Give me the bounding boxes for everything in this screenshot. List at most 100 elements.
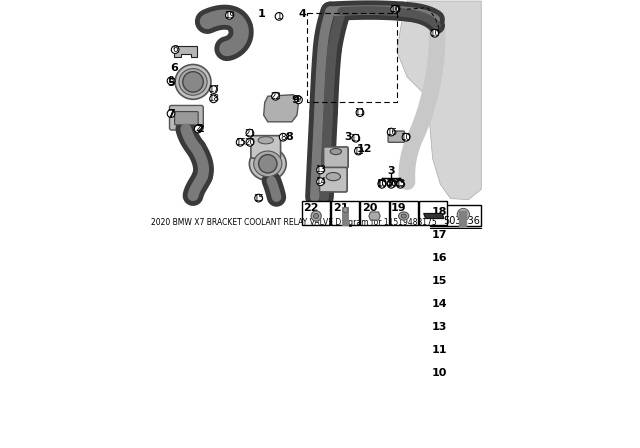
Circle shape <box>378 181 386 188</box>
Circle shape <box>279 134 287 141</box>
Circle shape <box>210 86 218 94</box>
Circle shape <box>225 12 233 19</box>
Circle shape <box>311 211 321 221</box>
Text: 1: 1 <box>276 12 282 21</box>
Text: 10: 10 <box>390 5 401 14</box>
Text: 17: 17 <box>208 85 219 94</box>
Text: 5: 5 <box>168 78 175 88</box>
Text: 2: 2 <box>195 125 201 134</box>
Text: 20: 20 <box>362 202 378 213</box>
Polygon shape <box>424 213 444 219</box>
Text: 10: 10 <box>429 29 440 38</box>
Text: 10: 10 <box>376 179 387 188</box>
Circle shape <box>356 109 364 116</box>
Text: 15: 15 <box>235 138 246 147</box>
Circle shape <box>172 46 179 53</box>
Circle shape <box>457 208 470 221</box>
Circle shape <box>397 181 404 188</box>
Text: 8: 8 <box>285 132 293 142</box>
Text: 4: 4 <box>298 9 307 19</box>
Text: 10: 10 <box>431 368 447 378</box>
Text: 6: 6 <box>172 45 178 54</box>
Ellipse shape <box>258 137 273 144</box>
Circle shape <box>387 128 395 136</box>
Ellipse shape <box>399 212 409 220</box>
Ellipse shape <box>253 151 282 177</box>
Text: 15: 15 <box>253 194 264 202</box>
Circle shape <box>355 147 362 155</box>
Text: 14: 14 <box>431 299 447 309</box>
Text: 16: 16 <box>431 253 447 263</box>
Circle shape <box>402 134 410 141</box>
Circle shape <box>317 178 324 185</box>
Ellipse shape <box>179 69 207 95</box>
Circle shape <box>259 155 277 173</box>
Circle shape <box>195 125 202 133</box>
Bar <box>458 304 469 314</box>
Text: 12: 12 <box>357 144 372 155</box>
Text: 19: 19 <box>391 202 407 213</box>
Circle shape <box>352 134 360 142</box>
Text: 7: 7 <box>168 109 174 118</box>
Text: 10: 10 <box>376 180 387 189</box>
Text: 17: 17 <box>431 230 447 240</box>
Circle shape <box>183 72 204 92</box>
Text: 13: 13 <box>431 322 447 332</box>
Text: 12: 12 <box>353 146 364 155</box>
Circle shape <box>275 13 283 20</box>
Bar <box>360 201 388 225</box>
Text: 7: 7 <box>168 109 175 119</box>
Bar <box>467 351 472 359</box>
Circle shape <box>343 207 348 212</box>
Text: 21: 21 <box>333 202 348 213</box>
Text: 18: 18 <box>208 94 219 103</box>
Text: 3: 3 <box>344 132 352 142</box>
Bar <box>332 201 360 225</box>
Circle shape <box>210 95 218 103</box>
Text: 11: 11 <box>350 134 362 143</box>
Text: 11: 11 <box>355 108 365 117</box>
Text: 10: 10 <box>386 180 397 189</box>
Bar <box>430 343 481 365</box>
Bar <box>462 372 466 377</box>
Bar <box>390 201 418 225</box>
FancyBboxPatch shape <box>466 283 472 288</box>
Bar <box>430 274 481 295</box>
Circle shape <box>431 30 438 37</box>
Circle shape <box>271 92 279 100</box>
FancyBboxPatch shape <box>251 136 280 158</box>
Text: 2: 2 <box>196 124 204 134</box>
Text: 3: 3 <box>385 178 393 188</box>
Text: 3: 3 <box>387 167 395 177</box>
Bar <box>430 251 481 272</box>
Polygon shape <box>174 46 197 57</box>
Text: 10: 10 <box>386 179 397 188</box>
Text: 22: 22 <box>270 92 281 101</box>
Text: 10: 10 <box>389 5 400 14</box>
Circle shape <box>387 181 395 188</box>
Text: 9: 9 <box>296 95 301 104</box>
Ellipse shape <box>458 258 468 265</box>
Ellipse shape <box>326 172 340 181</box>
Ellipse shape <box>330 148 342 155</box>
Ellipse shape <box>175 65 211 99</box>
Text: 1: 1 <box>257 9 266 19</box>
Bar <box>430 228 481 249</box>
Ellipse shape <box>250 147 286 181</box>
Bar <box>430 366 481 388</box>
Text: 10: 10 <box>401 133 412 142</box>
Text: 9: 9 <box>292 95 300 105</box>
Circle shape <box>392 5 399 13</box>
Circle shape <box>246 129 253 137</box>
Bar <box>302 201 330 225</box>
Circle shape <box>314 213 319 219</box>
Text: 2020 BMW X7 BRACKET COOLANT RELAY VALVE Diagram for 11519488175: 2020 BMW X7 BRACKET COOLANT RELAY VALVE … <box>150 218 436 227</box>
Text: 20: 20 <box>244 138 255 147</box>
Text: 22: 22 <box>303 202 319 213</box>
Circle shape <box>236 138 244 146</box>
Bar <box>460 306 467 311</box>
Circle shape <box>294 96 302 103</box>
Circle shape <box>396 179 404 187</box>
Circle shape <box>255 194 262 202</box>
Text: 15: 15 <box>394 179 405 188</box>
